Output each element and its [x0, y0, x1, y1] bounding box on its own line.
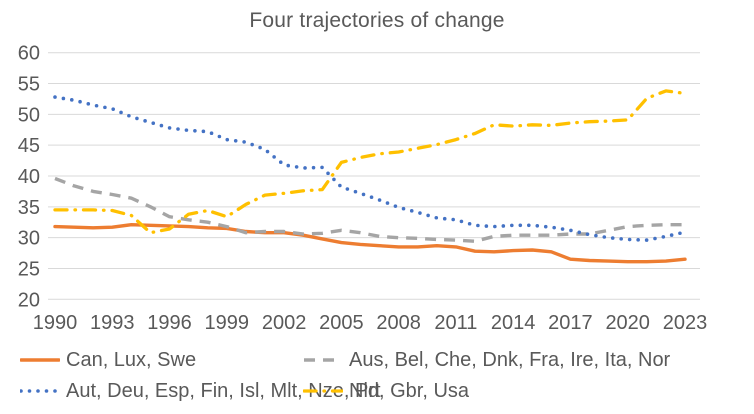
x-tick-label: 2005 — [319, 312, 364, 334]
y-tick-label: 35 — [18, 197, 40, 219]
legend-item-aut-deu-esp: Aut, Deu, Esp, Fin, Isl, Mlt, Nze, Prt — [20, 379, 381, 402]
y-tick-label: 25 — [18, 258, 40, 280]
x-tick-label: 1996 — [147, 312, 192, 334]
y-tick-label: 40 — [18, 166, 40, 188]
series-line-dotted — [53, 95, 687, 242]
x-tick-label: 2011 — [434, 312, 477, 334]
legend-item-aus-bel-che: Aus, Bel, Che, Dnk, Fra, Ire, Ita, Nor — [303, 348, 671, 371]
series-line-solid — [53, 222, 687, 264]
legend-swatch-dotted-blue — [20, 389, 60, 393]
y-tick-label: 20 — [18, 289, 40, 311]
x-tick-label: 1993 — [90, 312, 135, 334]
legend-swatch-solid-orange — [20, 358, 60, 362]
y-tick-label: 45 — [18, 135, 40, 157]
legend-label: Aus, Bel, Che, Dnk, Fra, Ire, Ita, Nor — [349, 348, 671, 371]
legend-item-can-lux-swe: Can, Lux, Swe — [20, 348, 197, 371]
legend-swatch-dashdot-yellow — [303, 389, 343, 393]
chart-title: Four trajectories of change — [249, 9, 505, 32]
legend-item-nld-gbr-usa: Nld, Gbr, Usa — [303, 379, 470, 402]
legend-swatch-dashed-gray — [304, 358, 342, 362]
series-line-dash-dot — [53, 89, 687, 235]
x-tick-label: 1999 — [205, 312, 250, 334]
x-tick-label: 2008 — [376, 312, 421, 334]
x-tick-label: 2014 — [491, 312, 536, 334]
plot-area: 20 25 30 35 40 45 50 55 60 1990 1993 1996 1999 2002 20… — [18, 43, 708, 334]
y-tick-label: 30 — [18, 228, 40, 250]
x-tick-label: 2023 — [663, 312, 708, 334]
legend-label: Can, Lux, Swe — [66, 348, 197, 371]
legend-label: Aut, Deu, Esp, Fin, Isl, Mlt, Nze, Prt — [66, 379, 381, 402]
series-line-dashed — [54, 176, 685, 244]
legend-label: Nld, Gbr, Usa — [349, 379, 470, 402]
x-tick-label: 1990 — [33, 312, 78, 334]
x-tick-label: 2020 — [605, 312, 650, 334]
x-tick-label: 2017 — [548, 312, 593, 334]
y-tick-label: 50 — [18, 104, 40, 126]
y-tick-label: 55 — [18, 74, 40, 96]
y-tick-label: 60 — [18, 43, 40, 65]
x-tick-label: 2002 — [262, 312, 307, 334]
